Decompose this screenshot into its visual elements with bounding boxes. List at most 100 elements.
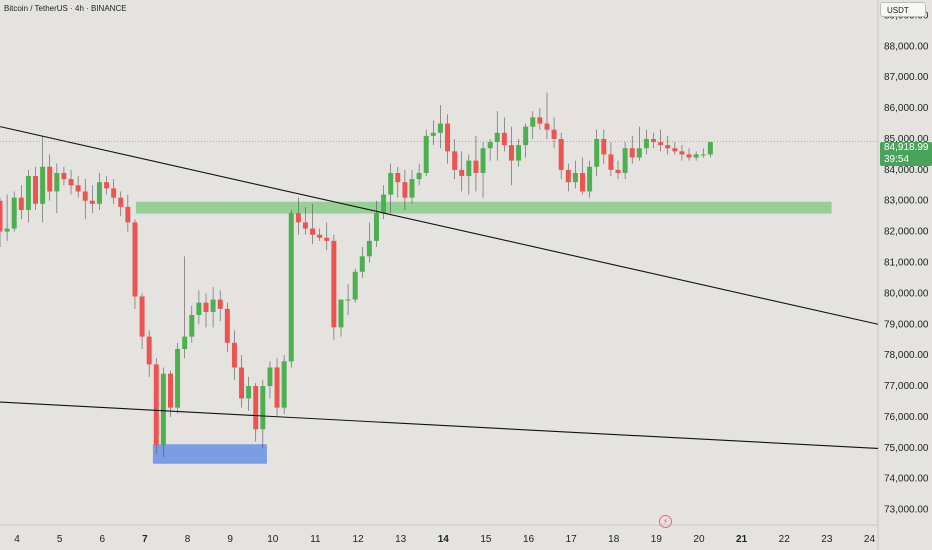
candle bbox=[75, 176, 81, 198]
support-zone[interactable] bbox=[152, 444, 267, 464]
candle-body bbox=[587, 166, 593, 192]
candle bbox=[182, 256, 188, 359]
candle bbox=[352, 268, 358, 303]
candle bbox=[246, 376, 252, 411]
resistance-zone[interactable] bbox=[135, 201, 832, 214]
candle bbox=[629, 135, 635, 164]
time-tick-label: 17 bbox=[566, 534, 578, 545]
candle-body bbox=[636, 148, 642, 158]
candle bbox=[104, 176, 110, 195]
candle bbox=[224, 302, 230, 353]
time-tick-label: 6 bbox=[100, 534, 106, 545]
price-tick-label: 84,000.00 bbox=[884, 165, 929, 176]
candle bbox=[558, 132, 564, 180]
price-tick-label: 88,000.00 bbox=[884, 41, 929, 52]
time-tick-label: 9 bbox=[227, 534, 233, 545]
candle bbox=[139, 293, 145, 349]
candle-body bbox=[601, 138, 607, 155]
lower-trendline[interactable] bbox=[0, 401, 879, 449]
price-tick-label: 80,000.00 bbox=[884, 288, 929, 299]
time-tick-label: 20 bbox=[693, 534, 705, 545]
candle-body bbox=[47, 166, 53, 192]
price-tick-label: 85,000.00 bbox=[884, 134, 929, 145]
time-tick-label: 12 bbox=[352, 534, 364, 545]
price-axis[interactable]: 73,000.00 74,000.00 75,000.00 76,000.00 77,0… bbox=[884, 10, 929, 515]
time-tick-label: 10 bbox=[267, 534, 279, 545]
candle bbox=[189, 305, 195, 343]
candle-body bbox=[516, 145, 522, 161]
candle-body bbox=[402, 182, 408, 198]
candle-body bbox=[643, 138, 649, 149]
candle bbox=[217, 290, 223, 322]
candle bbox=[33, 166, 39, 210]
candle-body bbox=[437, 123, 443, 133]
candle bbox=[146, 330, 152, 377]
candle-body bbox=[40, 166, 46, 204]
candle-body bbox=[104, 182, 110, 189]
candle bbox=[572, 160, 578, 189]
candle-body bbox=[580, 172, 585, 192]
candle bbox=[96, 172, 102, 210]
candle-body bbox=[359, 256, 365, 272]
candle bbox=[501, 117, 507, 152]
price-tick-label: 82,000.00 bbox=[884, 227, 929, 238]
upper-trendline[interactable] bbox=[0, 126, 879, 325]
candle-body bbox=[196, 302, 202, 315]
candle bbox=[508, 126, 514, 186]
chart-title: Bitcoin / TetherUS · 4h · BINANCE bbox=[4, 4, 127, 13]
candle bbox=[132, 219, 138, 309]
candle-body bbox=[139, 296, 145, 337]
candle bbox=[537, 108, 543, 130]
candle bbox=[672, 142, 678, 155]
candle-body bbox=[338, 299, 344, 328]
candle bbox=[25, 169, 31, 223]
candle bbox=[231, 330, 237, 380]
time-tick-label: 22 bbox=[779, 534, 791, 545]
candle-body bbox=[11, 197, 17, 229]
candle-body bbox=[416, 172, 422, 180]
candle-body bbox=[409, 179, 415, 198]
candle-body bbox=[231, 342, 237, 368]
candle bbox=[381, 185, 387, 220]
candle-body bbox=[54, 172, 60, 192]
lightning-icon[interactable]: ⚡ bbox=[659, 515, 672, 528]
candle-body bbox=[693, 154, 699, 158]
candle bbox=[317, 228, 323, 241]
candle-body bbox=[246, 386, 252, 399]
time-tick-label: 7 bbox=[142, 534, 148, 545]
candle bbox=[679, 145, 685, 161]
candle bbox=[260, 379, 266, 448]
candles-layer bbox=[0, 92, 713, 458]
currency-button[interactable]: USDT bbox=[880, 2, 926, 17]
candle-body bbox=[672, 148, 678, 152]
candle bbox=[18, 185, 24, 220]
candle bbox=[416, 163, 422, 186]
candle-countdown: 39:54 bbox=[884, 154, 910, 165]
candle bbox=[295, 197, 301, 235]
candle-body bbox=[118, 197, 124, 207]
candle-body bbox=[260, 386, 266, 430]
price-tick-label: 77,000.00 bbox=[884, 381, 929, 392]
time-axis[interactable]: 4 5 6 7 8 9 10 11 12 13 14 15 16 17 18 19 20 21 22 23 24 bbox=[14, 534, 875, 545]
candle-body bbox=[210, 299, 216, 312]
price-tick-label: 86,000.00 bbox=[884, 103, 929, 114]
candle bbox=[615, 160, 621, 180]
candle bbox=[366, 222, 372, 263]
candle-body bbox=[281, 361, 287, 408]
candle bbox=[707, 142, 713, 158]
candle bbox=[54, 163, 60, 214]
candle-body bbox=[523, 126, 529, 146]
candle-body bbox=[167, 373, 173, 408]
price-tick-label: 78,000.00 bbox=[884, 350, 929, 361]
candle bbox=[310, 203, 316, 244]
time-tick-label: 11 bbox=[310, 534, 321, 545]
candle bbox=[61, 166, 67, 186]
candle-body bbox=[153, 364, 159, 445]
candle bbox=[210, 287, 216, 328]
candle bbox=[700, 148, 706, 158]
candle-body bbox=[686, 154, 692, 158]
candle-body bbox=[551, 129, 557, 139]
candle bbox=[551, 117, 557, 149]
candle-body bbox=[96, 182, 102, 204]
